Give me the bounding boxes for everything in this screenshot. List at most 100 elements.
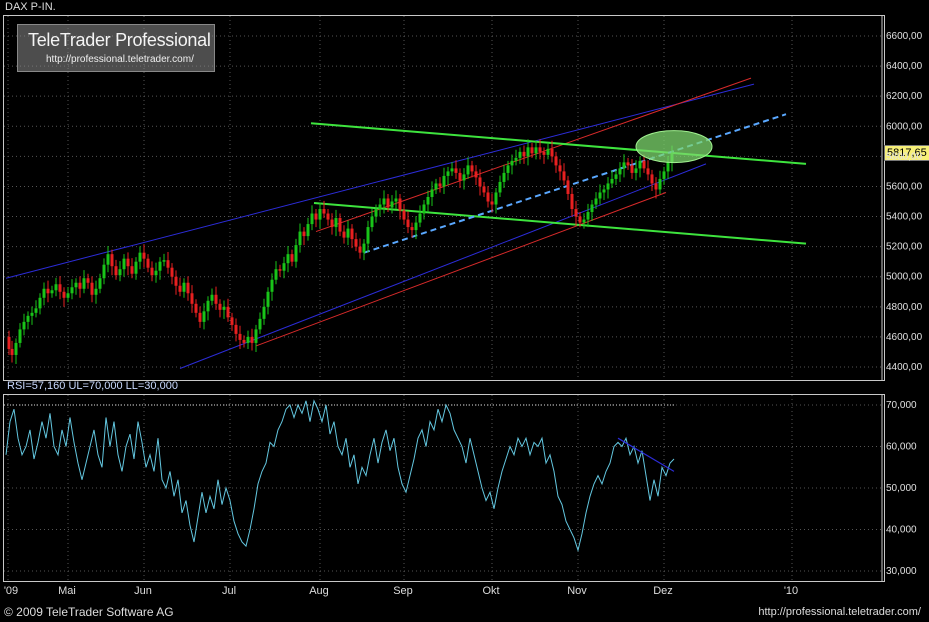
candle-body bbox=[198, 312, 202, 322]
candle-body bbox=[202, 311, 206, 322]
price-chart-svg bbox=[4, 16, 883, 380]
candle-body bbox=[118, 269, 122, 276]
candle-body bbox=[454, 168, 458, 173]
candle-body bbox=[218, 303, 222, 310]
candle-body bbox=[514, 157, 518, 161]
candle-body bbox=[478, 177, 482, 187]
price-tick-label: 5000,00 bbox=[886, 272, 923, 283]
candle-body bbox=[230, 317, 234, 325]
price-tick-label: 5200,00 bbox=[886, 242, 923, 253]
channel-lower-blue bbox=[179, 163, 707, 369]
x-tick-label: Aug bbox=[309, 585, 329, 597]
candle-body bbox=[534, 147, 538, 154]
candle-body bbox=[70, 287, 74, 294]
candle-body bbox=[498, 181, 502, 193]
candle-body bbox=[586, 212, 590, 220]
candle-body bbox=[82, 278, 86, 289]
candle-body bbox=[434, 183, 438, 190]
price-tick-label: 4600,00 bbox=[886, 332, 923, 343]
price-tick-label: 6200,00 bbox=[886, 91, 923, 102]
candle-body bbox=[66, 293, 70, 298]
candle-body bbox=[278, 269, 282, 271]
candle-body bbox=[158, 261, 162, 271]
candle-body bbox=[298, 231, 302, 246]
rsi-title: RSI=57,160 UL=70,000 LL=30,000 bbox=[7, 380, 178, 392]
candle-body bbox=[394, 198, 398, 202]
candle-body bbox=[38, 297, 42, 309]
candle-body bbox=[654, 183, 658, 190]
candle-body bbox=[78, 282, 82, 289]
candle-body bbox=[154, 270, 158, 276]
candle-body bbox=[486, 192, 490, 202]
candle-body bbox=[414, 222, 418, 231]
candle-body bbox=[254, 329, 258, 343]
candle-body bbox=[310, 213, 314, 225]
candle-body bbox=[446, 171, 450, 176]
price-tick-label: 5800,00 bbox=[886, 151, 923, 162]
price-tick-label: 4800,00 bbox=[886, 302, 923, 313]
candle-body bbox=[34, 308, 38, 313]
candle-body bbox=[238, 333, 242, 340]
highlight-ellipse bbox=[635, 130, 713, 164]
candle-body bbox=[326, 213, 330, 220]
candle-body bbox=[7, 336, 11, 349]
candle-body bbox=[178, 285, 182, 292]
teletrader-logo: TeleTrader Professional http://professio… bbox=[17, 24, 215, 72]
candle-body bbox=[262, 306, 266, 319]
rsi-chart-svg bbox=[4, 395, 883, 581]
candle-body bbox=[106, 254, 110, 265]
candle-body bbox=[334, 218, 338, 228]
candle-body bbox=[522, 151, 526, 157]
rsi-panel[interactable] bbox=[3, 394, 885, 582]
candle-body bbox=[662, 171, 666, 179]
candle-body bbox=[638, 160, 642, 169]
candle-body bbox=[114, 266, 118, 276]
x-axis: '09 Mai Jun Jul Aug Sep Okt Nov Dez '10 bbox=[3, 585, 883, 599]
logo-url: http://professional.teletrader.com/ bbox=[46, 54, 194, 65]
candle-body bbox=[214, 294, 218, 304]
candle-body bbox=[358, 246, 362, 253]
channel-upper-blue bbox=[5, 83, 755, 279]
x-tick-label: Jul bbox=[221, 585, 237, 597]
candle-body bbox=[282, 263, 286, 271]
x-tick-label: '09 bbox=[3, 585, 19, 597]
candle-body bbox=[318, 209, 322, 220]
candle-body bbox=[402, 210, 406, 220]
candle-body bbox=[322, 209, 326, 214]
candle-body bbox=[494, 192, 498, 205]
candle-body bbox=[190, 293, 194, 304]
candle-body bbox=[22, 321, 26, 330]
candle-body bbox=[14, 342, 18, 355]
footer-url-link[interactable]: http://professional.teletrader.com/ bbox=[758, 606, 921, 618]
candle-body bbox=[94, 288, 98, 295]
candle-body bbox=[242, 339, 246, 343]
candle-body bbox=[594, 198, 598, 205]
candle-body bbox=[270, 279, 274, 292]
candle-body bbox=[46, 288, 50, 294]
candle-body bbox=[650, 174, 654, 184]
candle-body bbox=[598, 192, 602, 199]
candle-body bbox=[62, 291, 66, 298]
candle-body bbox=[582, 219, 586, 223]
rsi-tick-label: 60,000 bbox=[886, 442, 917, 453]
price-panel[interactable] bbox=[3, 15, 885, 381]
rsi-tick-label: 50,000 bbox=[886, 483, 917, 494]
candle-body bbox=[266, 291, 270, 307]
candle-body bbox=[246, 336, 250, 343]
candle-body bbox=[410, 227, 414, 231]
candle-body bbox=[18, 329, 22, 343]
candle-body bbox=[550, 148, 554, 157]
candle-body bbox=[418, 213, 422, 223]
candle-body bbox=[382, 198, 386, 205]
rsi-line bbox=[5, 399, 675, 553]
candle-body bbox=[346, 228, 350, 238]
candle-body bbox=[466, 165, 470, 175]
candle-body bbox=[474, 171, 478, 178]
candle-body bbox=[294, 245, 298, 262]
candle-body bbox=[42, 288, 46, 298]
candle-body bbox=[606, 183, 610, 190]
candle-body bbox=[630, 165, 634, 173]
candle-body bbox=[530, 147, 534, 154]
candle-body bbox=[26, 315, 30, 322]
candle-body bbox=[122, 258, 126, 270]
